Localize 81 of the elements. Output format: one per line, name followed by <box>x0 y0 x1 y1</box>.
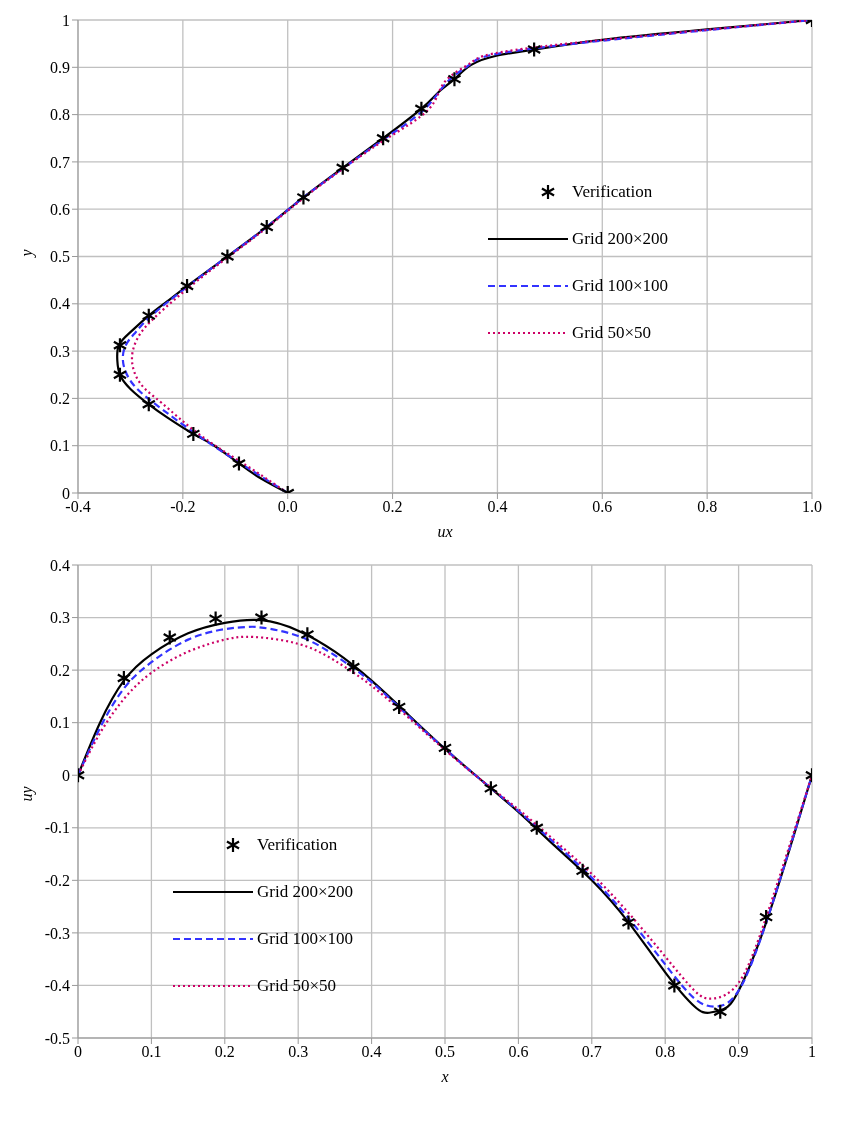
point <box>713 1003 728 1020</box>
y-tick-label: 0.3 <box>50 342 70 360</box>
point <box>575 862 590 879</box>
point <box>186 425 201 442</box>
x-tick-label: 0.2 <box>382 498 403 516</box>
y-tick-label: 0.9 <box>50 58 70 76</box>
x-tick-label: 0.6 <box>592 498 613 516</box>
point <box>259 218 274 236</box>
x-tick-label: 0.8 <box>697 498 718 516</box>
point <box>667 977 682 994</box>
point <box>220 248 235 265</box>
x-tick-label: 0.6 <box>508 1043 529 1061</box>
legend-label: Grid 50×50 <box>572 322 651 343</box>
point <box>141 307 156 324</box>
point <box>179 277 195 295</box>
legend-label: Verification <box>572 181 653 202</box>
legend-label: Grid 50×50 <box>257 975 336 996</box>
y-tick-label: 0.2 <box>50 661 70 679</box>
point <box>335 159 350 176</box>
y-tick-label: 0 <box>62 766 70 784</box>
x-tick-label: 0.8 <box>655 1043 676 1061</box>
point <box>414 100 429 117</box>
legend-label: Grid 100×100 <box>572 275 668 296</box>
y-tick-label: 0.3 <box>50 609 70 627</box>
y-axis-title: uy <box>17 785 36 802</box>
y-tick-label: 0.2 <box>50 390 70 408</box>
y-tick-label: 0.1 <box>50 714 70 732</box>
legend-label: Grid 200×200 <box>257 881 353 902</box>
y-tick-label: 0.5 <box>50 248 70 266</box>
point <box>621 914 636 931</box>
x-tick-label: 0.3 <box>288 1043 309 1061</box>
legend-label: Grid 100×100 <box>257 928 353 949</box>
x-tick-label: 0 <box>74 1043 82 1061</box>
x-axis-title: ux <box>437 523 453 540</box>
y-tick-label: -0.5 <box>44 1029 70 1047</box>
y-axis-title: y <box>17 248 36 259</box>
x-tick-label: 1 <box>808 1043 816 1061</box>
point <box>296 189 311 206</box>
point <box>112 366 128 383</box>
x-tick-label: 0.7 <box>581 1043 602 1061</box>
y-tick-label: -0.3 <box>44 924 70 942</box>
point <box>141 396 156 413</box>
point <box>208 610 223 627</box>
point <box>391 698 407 715</box>
point <box>529 819 544 836</box>
y-tick-label: 1 <box>62 11 70 29</box>
y-tick-label: 0.8 <box>50 106 70 124</box>
point <box>526 41 542 58</box>
point <box>437 739 453 756</box>
point <box>346 658 361 676</box>
x-tick-label: 0.1 <box>141 1043 162 1061</box>
y-tick-label: -0.2 <box>44 872 70 890</box>
x-tick-label: 0.2 <box>214 1043 235 1061</box>
x-tick-label: -0.2 <box>170 498 196 516</box>
point <box>112 337 128 354</box>
x-tick-label: 0.0 <box>277 498 298 516</box>
point <box>300 626 315 643</box>
y-tick-label: 0.4 <box>50 295 70 313</box>
x-tick-label: 0.4 <box>361 1043 382 1061</box>
y-tick-label: 0.4 <box>50 556 70 574</box>
x-tick-label: 0.4 <box>487 498 508 516</box>
point <box>254 609 269 626</box>
point <box>483 780 499 797</box>
y-tick-label: 0 <box>62 484 70 502</box>
x-axis-title: x <box>440 1068 449 1085</box>
y-tick-label: 0.1 <box>50 437 70 455</box>
legend-label: Verification <box>257 834 338 855</box>
y-tick-label: 0.6 <box>50 200 70 218</box>
x-tick-label: 1.0 <box>802 498 822 516</box>
point <box>162 629 177 646</box>
y-tick-label: -0.4 <box>44 977 70 995</box>
x-tick-label: 0.5 <box>435 1043 455 1061</box>
y-tick-label: -0.1 <box>44 819 70 837</box>
point <box>447 71 462 88</box>
point <box>758 909 774 926</box>
x-tick-label: 0.9 <box>728 1043 749 1061</box>
y-tick-label: 0.7 <box>50 153 70 171</box>
point <box>375 130 391 147</box>
legend-label: Grid 200×200 <box>572 228 668 249</box>
point <box>116 669 132 687</box>
point <box>231 455 247 472</box>
